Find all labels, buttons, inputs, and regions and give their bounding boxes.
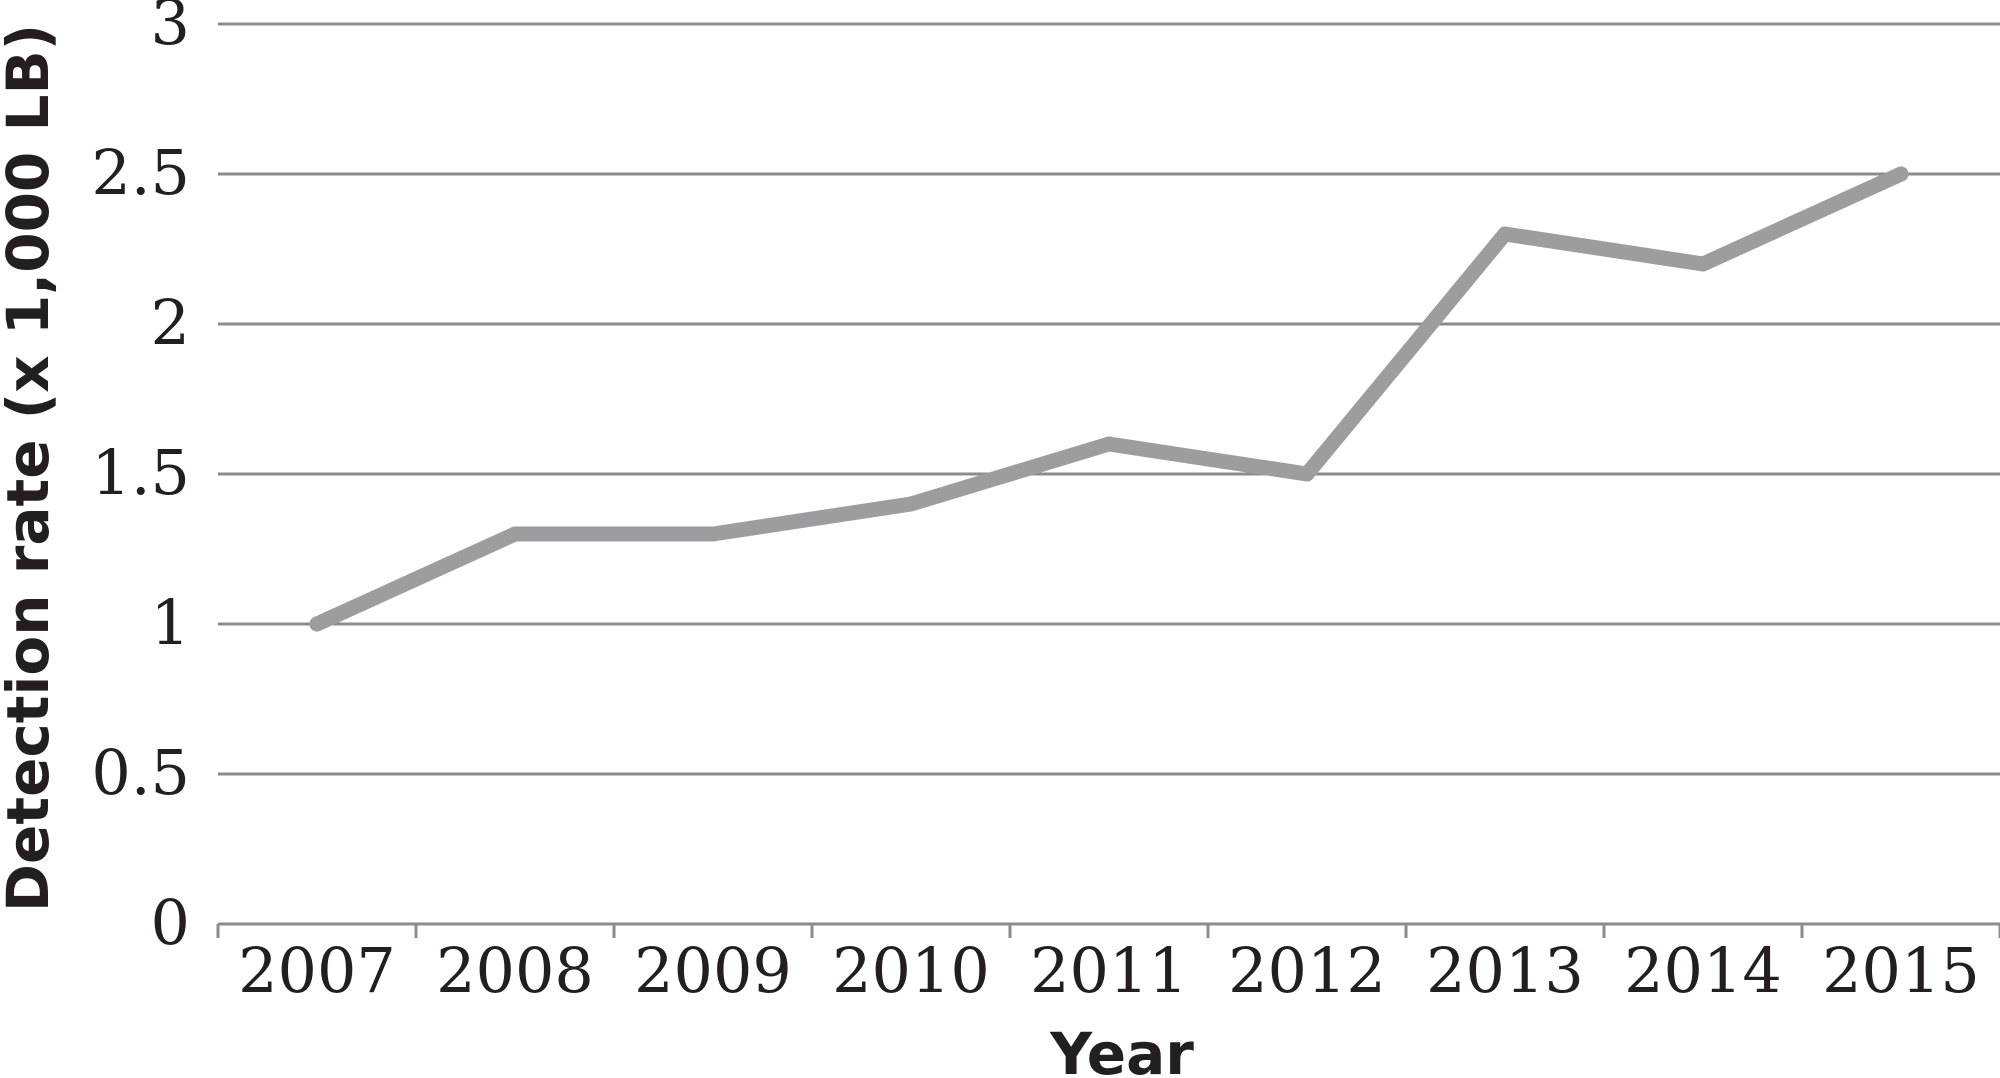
data-point <box>705 526 721 542</box>
data-point <box>1101 436 1117 452</box>
x-axis-title: Year <box>1049 1020 1194 1078</box>
x-tick-label: 2011 <box>1030 934 1188 1007</box>
x-tick-label: 2009 <box>634 934 792 1007</box>
y-tick-label: 2.5 <box>91 136 190 209</box>
y-tick-labels: 0 0.5 1 1.5 2 2.5 3 <box>91 0 190 959</box>
data-point <box>903 496 919 512</box>
y-tick-label: 3 <box>151 0 190 59</box>
x-tick-label: 2013 <box>1426 934 1584 1007</box>
x-tick-label: 2008 <box>436 934 594 1007</box>
x-tick-label: 2010 <box>832 934 990 1007</box>
y-tick-label: 0.5 <box>91 736 190 809</box>
x-tick-label: 2014 <box>1624 934 1782 1007</box>
x-tick-label: 2012 <box>1228 934 1386 1007</box>
x-tick-label: 2015 <box>1822 934 1980 1007</box>
data-point <box>1695 256 1711 272</box>
data-point <box>309 616 325 632</box>
x-tick-label: 2007 <box>238 934 396 1007</box>
y-tick-label: 0 <box>151 886 190 959</box>
data-point <box>1497 226 1513 242</box>
series-line <box>309 166 1909 632</box>
x-axis <box>216 922 2000 938</box>
series-layer <box>309 166 1909 632</box>
data-point <box>1893 166 1909 182</box>
y-tick-label: 1.5 <box>91 436 190 509</box>
x-tick-labels: 2007 2008 2009 2010 2011 2012 2013 2014 2015 <box>238 934 1980 1007</box>
y-tick-label: 2 <box>151 286 190 359</box>
data-point <box>507 526 523 542</box>
y-axis-title: Detection rate (x 1,000 LB) <box>0 24 62 912</box>
y-tick-label: 1 <box>151 586 190 659</box>
gridlines <box>218 22 2000 776</box>
data-point <box>1299 466 1315 482</box>
